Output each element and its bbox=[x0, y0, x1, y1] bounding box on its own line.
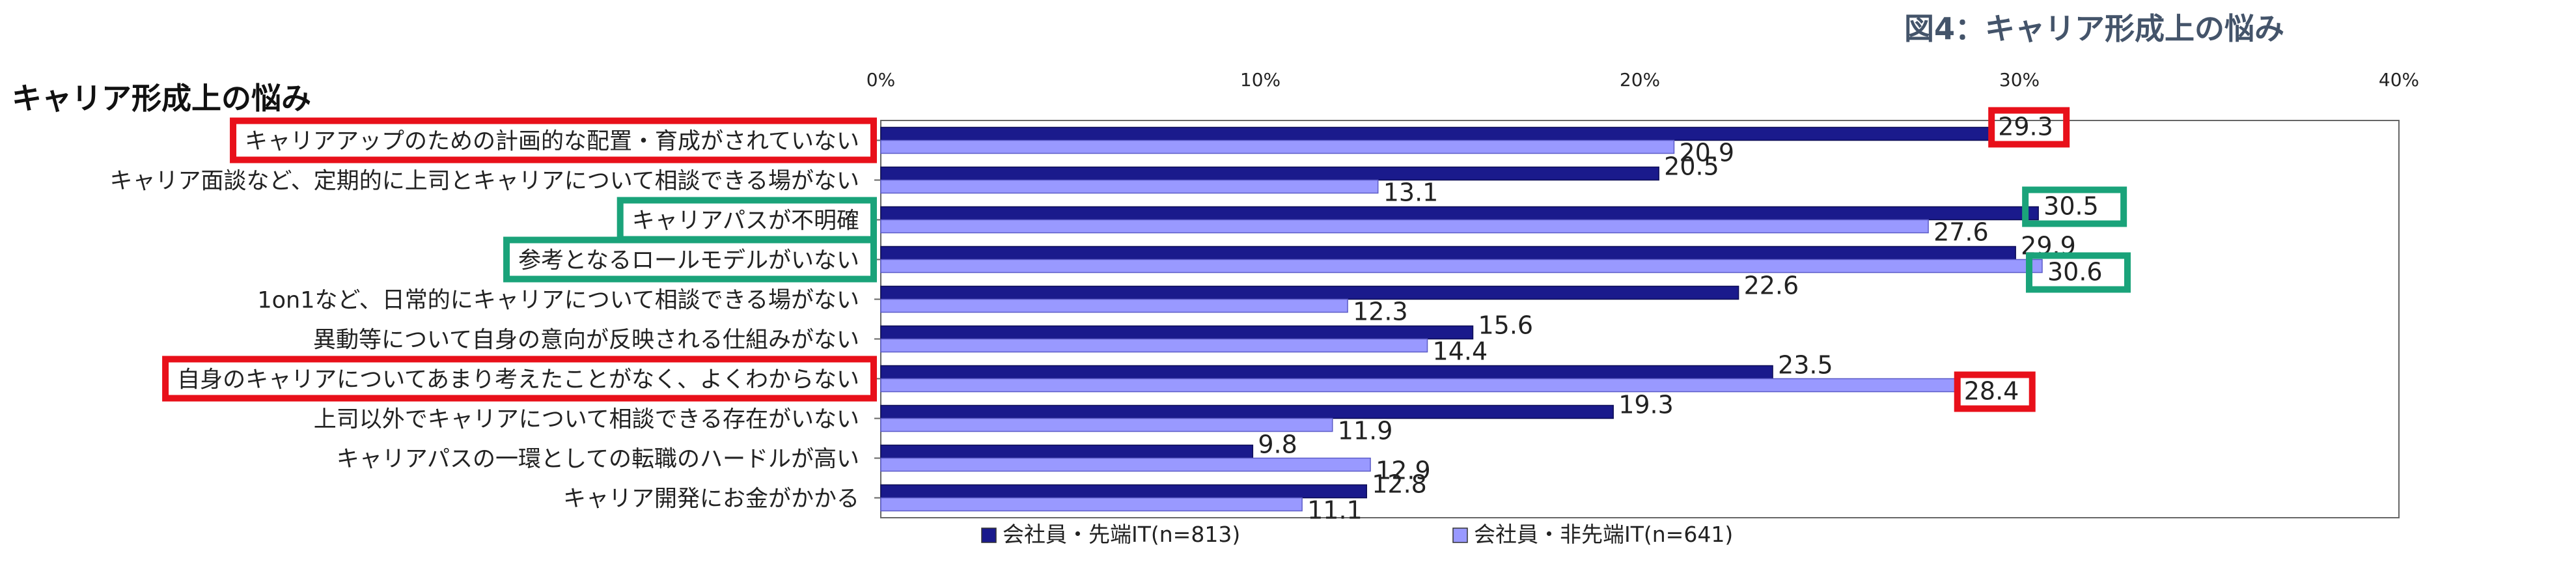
x-tick-label: 30% bbox=[1999, 69, 2040, 91]
data-label: 30.6 bbox=[2047, 258, 2103, 287]
bar-series-1 bbox=[880, 484, 1367, 499]
bar-series-2 bbox=[880, 259, 2043, 274]
data-label: 12.8 bbox=[1372, 470, 1427, 499]
x-tick-label: 20% bbox=[1620, 69, 1660, 91]
category-label: キャリアパスが不明確 bbox=[632, 208, 859, 234]
category-label: 1on1など、日常的にキャリアについて相談できる場がない bbox=[257, 288, 859, 314]
bar-series-1 bbox=[880, 126, 1993, 141]
green-highlight-box bbox=[2025, 252, 2131, 293]
bar-series-2 bbox=[880, 219, 1929, 234]
data-label: 23.5 bbox=[1778, 351, 1833, 380]
category-label: キャリア面談など、定期的に上司とキャリアについて相談できる場がない bbox=[109, 169, 859, 195]
bar-series-1 bbox=[880, 246, 2016, 260]
x-tick-label: 0% bbox=[866, 69, 895, 91]
bar-series-2 bbox=[880, 338, 1428, 353]
data-label: 15.6 bbox=[1478, 311, 1533, 340]
red-highlight-box bbox=[230, 117, 877, 163]
data-label: 9.8 bbox=[1258, 430, 1297, 459]
category-label: キャリアアップのための計画的な配置・育成がされていない bbox=[245, 129, 859, 155]
data-label: 20.5 bbox=[1664, 152, 1719, 181]
red-highlight-box bbox=[162, 356, 877, 402]
bar-series-1 bbox=[880, 166, 1659, 181]
green-highlight-box bbox=[503, 236, 877, 283]
legend-label: 会社員・非先端IT(n=641) bbox=[1474, 522, 1733, 547]
data-label: 29.3 bbox=[1998, 113, 2053, 141]
category-label: キャリアパスの一環としての転職のハードルが高い bbox=[337, 447, 859, 473]
bar-series-1 bbox=[880, 404, 1614, 419]
category-label: 上司以外でキャリアについて相談できる存在がいない bbox=[314, 407, 859, 433]
legend-swatch bbox=[1452, 527, 1468, 543]
bar-series-2 bbox=[880, 457, 1371, 472]
figure-label: 図4：キャリア形成上の悩み bbox=[1904, 11, 2285, 46]
legend-swatch bbox=[981, 527, 997, 543]
category-label: 異動等について自身の意向が反映される仕組みがない bbox=[313, 328, 859, 354]
bar-series-1 bbox=[880, 444, 1254, 459]
data-label: 20.9 bbox=[1679, 139, 1734, 167]
data-label: 19.3 bbox=[1618, 391, 1674, 419]
bar-series-1 bbox=[880, 325, 1474, 340]
bar-series-1 bbox=[880, 285, 1739, 300]
category-label: 自身のキャリアについてあまり考えたことがなく、よくわからない bbox=[177, 367, 859, 393]
red-highlight-box bbox=[1988, 107, 2070, 148]
data-label: 11.9 bbox=[1338, 417, 1393, 445]
bar-series-2 bbox=[880, 417, 1333, 432]
bar-series-1 bbox=[880, 365, 1773, 380]
category-label: 参考となるロールモデルがいない bbox=[518, 248, 859, 274]
bar-series-2 bbox=[880, 497, 1303, 512]
chart-title: キャリア形成上の悩み bbox=[12, 81, 311, 116]
data-label: 30.5 bbox=[2043, 192, 2099, 221]
data-label: 27.6 bbox=[1933, 218, 1989, 247]
data-label: 22.6 bbox=[1744, 272, 1799, 300]
data-label: 12.3 bbox=[1353, 298, 1408, 326]
plot-frame bbox=[880, 120, 2400, 518]
category-label: キャリア開発にお金がかかる bbox=[563, 486, 859, 513]
data-label: 13.1 bbox=[1383, 178, 1439, 207]
bar-series-2 bbox=[880, 298, 1348, 313]
data-label: 11.1 bbox=[1307, 496, 1363, 525]
x-tick-label: 40% bbox=[2379, 69, 2419, 91]
bar-series-2 bbox=[880, 378, 1960, 393]
bar-series-1 bbox=[880, 206, 2039, 221]
bar-series-2 bbox=[880, 139, 1675, 154]
data-label: 28.4 bbox=[1964, 377, 2019, 406]
red-highlight-box bbox=[1954, 371, 2036, 412]
data-label: 12.9 bbox=[1376, 457, 1431, 485]
green-highlight-box bbox=[2022, 186, 2127, 227]
bar-series-2 bbox=[880, 179, 1379, 194]
legend-label: 会社員・先端IT(n=813) bbox=[1003, 522, 1240, 547]
data-label: 14.4 bbox=[1433, 337, 1488, 366]
x-tick-label: 10% bbox=[1240, 69, 1281, 91]
